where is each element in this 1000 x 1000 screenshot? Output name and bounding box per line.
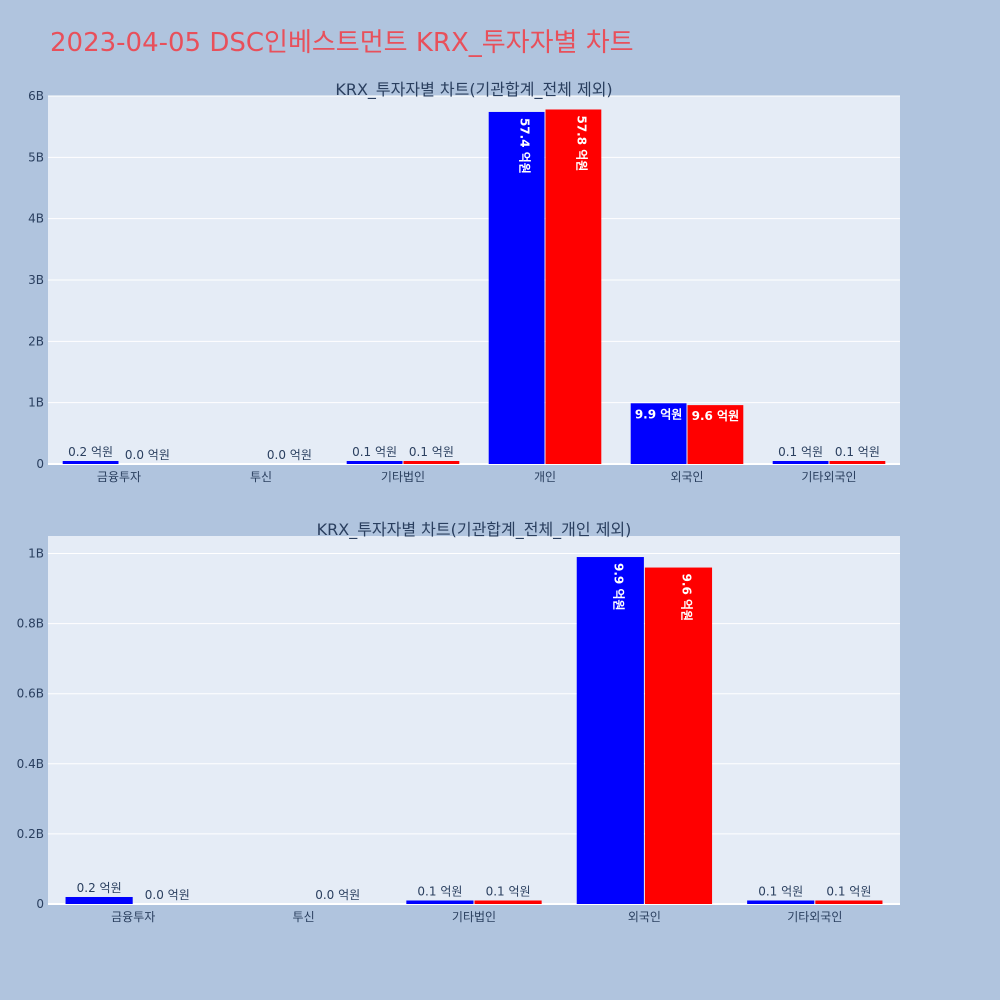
x-tick-label: 투신	[250, 470, 272, 484]
y-tick-label: 0	[36, 897, 44, 911]
y-tick-label: 0.4B	[17, 757, 44, 771]
data-label: 0.0 억원	[145, 888, 190, 902]
x-tick-label: 기타법인	[452, 910, 496, 924]
data-label: 0.1 억원	[826, 884, 871, 898]
chart-lower: 0 0.2B 0.4B 0.6B 0.8B 1B KRX_투자자별 차트(기관합계_전체_개…	[17, 520, 900, 924]
data-label: 0.0 억원	[125, 448, 170, 462]
y-tick-label: 0.8B	[17, 617, 44, 631]
data-label: 0.1 억원	[409, 445, 454, 459]
data-label: 0.1 억원	[486, 884, 531, 898]
bar	[545, 109, 602, 464]
data-label: 9.9 억원	[635, 407, 683, 421]
data-label: 0.2 억원	[68, 445, 113, 459]
bar	[772, 461, 829, 464]
x-tick-label: 기타외국인	[787, 910, 842, 924]
plot-area	[48, 536, 900, 904]
x-tick-label: 외국인	[670, 470, 703, 484]
bar	[403, 461, 460, 464]
x-tick-label: 외국인	[628, 910, 661, 924]
bar	[474, 900, 542, 904]
x-tick-label: 기타외국인	[801, 470, 856, 484]
y-tick-label: 1B	[28, 547, 44, 561]
bar	[687, 405, 744, 464]
x-tick-label: 기타법인	[381, 470, 425, 484]
y-tick-label: 0	[36, 457, 44, 471]
data-label: 57.8 억원	[574, 115, 588, 171]
bar	[62, 461, 119, 464]
data-label: 0.1 억원	[352, 445, 397, 459]
x-tick-label: 개인	[534, 470, 556, 484]
y-tick-label: 6B	[28, 89, 44, 103]
bar	[346, 461, 403, 464]
chart-title: KRX_투자자별 차트(기관합계_전체_개인 제외)	[317, 520, 632, 540]
bar	[747, 900, 815, 904]
bar	[576, 557, 644, 904]
bar	[65, 896, 133, 904]
page-title: 2023-04-05 DSC인베스트먼트 KRX_투자자별 차트	[50, 28, 634, 58]
data-label: 0.0 억원	[315, 888, 360, 902]
data-label: 57.4 억원	[518, 118, 532, 174]
chart-title: KRX_투자자별 차트(기관합계_전체 제외)	[335, 80, 612, 100]
bar	[406, 900, 474, 904]
y-tick-label: 0.2B	[17, 827, 44, 841]
data-label: 9.6 억원	[692, 409, 740, 423]
data-label: 0.1 억원	[417, 884, 462, 898]
data-label: 9.9 억원	[611, 563, 625, 611]
y-tick-label: 1B	[28, 396, 44, 410]
x-tick-label: 금융투자	[97, 470, 141, 484]
x-tick-label: 투신	[293, 910, 315, 924]
y-tick-label: 4B	[28, 212, 44, 226]
bar	[644, 567, 713, 904]
data-label: 0.1 억원	[778, 445, 823, 459]
data-label: 9.6 억원	[679, 574, 693, 622]
y-tick-label: 5B	[28, 150, 44, 164]
bar	[630, 403, 687, 464]
bar	[815, 900, 883, 904]
bar	[488, 111, 545, 465]
chart-upper: 0 1B 2B 3B 4B 5B 6B KRX_투자자별 차트(기관합계_전체 제외) 금융투자…	[28, 80, 900, 484]
y-tick-label: 0.6B	[17, 687, 44, 701]
data-label: 0.0 억원	[267, 448, 312, 462]
data-label: 0.1 억원	[835, 445, 880, 459]
data-label: 0.1 억원	[758, 884, 803, 898]
y-tick-label: 3B	[28, 273, 44, 287]
bar	[829, 461, 886, 464]
y-tick-label: 2B	[28, 334, 44, 348]
data-label: 0.2 억원	[77, 881, 122, 895]
x-tick-label: 금융투자	[111, 910, 155, 924]
